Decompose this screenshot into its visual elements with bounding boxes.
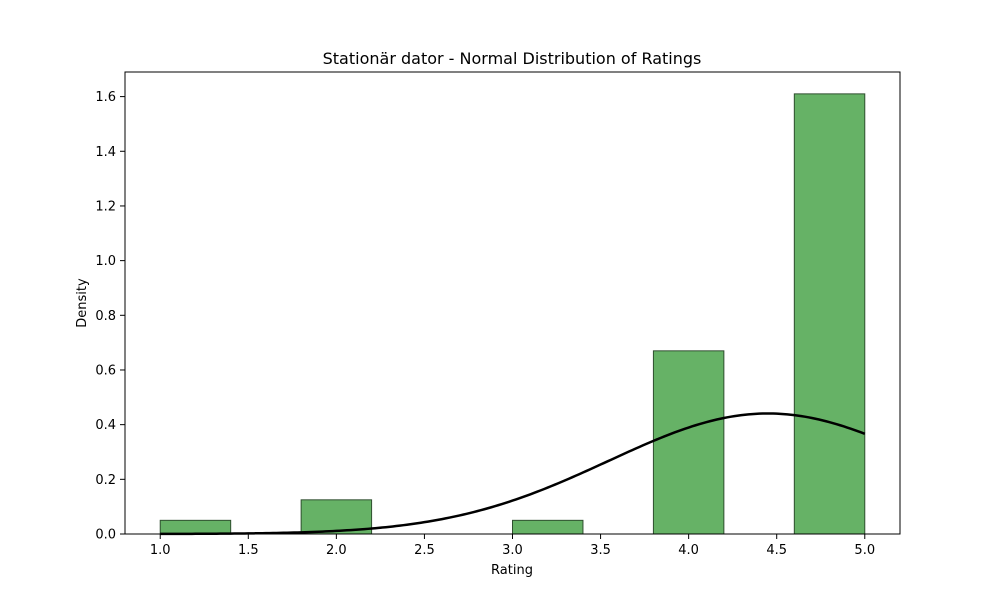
- y-tick-label: 1.6: [95, 90, 116, 105]
- x-tick-label: 2.5: [414, 543, 435, 558]
- normal-distribution-curve: [160, 412, 866, 536]
- y-tick-label: 1.0: [95, 254, 116, 269]
- x-tick-label: 5.0: [854, 543, 875, 558]
- y-tick-label: 0.2: [95, 473, 116, 488]
- x-tick-label: 3.0: [502, 543, 523, 558]
- y-axis-label: Density: [75, 278, 90, 328]
- histogram-bar-9: [793, 93, 866, 535]
- chart-title: Stationär dator - Normal Distribution of…: [323, 49, 702, 68]
- x-tick-label: 3.5: [590, 543, 611, 558]
- x-tick-label: 4.5: [766, 543, 787, 558]
- bars-group: [159, 93, 866, 535]
- y-axis-ticks: 0.0 0.2 0.4 0.6 0.8 1.0 1.2 1.4 1.6: [95, 90, 125, 543]
- y-tick-label: 0.4: [95, 418, 116, 433]
- histogram-bar-0: [159, 519, 232, 535]
- histogram-bar-7: [652, 350, 725, 535]
- y-tick-label: 1.4: [95, 145, 116, 160]
- x-tick-label: 1.0: [150, 543, 171, 558]
- y-tick-label: 0.8: [95, 309, 116, 324]
- x-tick-label: 2.0: [326, 543, 347, 558]
- y-tick-label: 0.6: [95, 363, 116, 378]
- y-tick-label: 1.2: [95, 199, 116, 214]
- x-tick-label: 1.5: [238, 543, 259, 558]
- x-axis-label: Rating: [491, 563, 533, 578]
- histogram-bar-5: [512, 519, 584, 535]
- x-tick-label: 4.0: [678, 543, 699, 558]
- plot-area-frame: [124, 71, 901, 535]
- y-tick-label: 0.0: [95, 528, 116, 543]
- x-axis-ticks: 1.0 1.5 2.0 2.5 3.0 3.5 4.0 4.5 5.0: [150, 534, 875, 558]
